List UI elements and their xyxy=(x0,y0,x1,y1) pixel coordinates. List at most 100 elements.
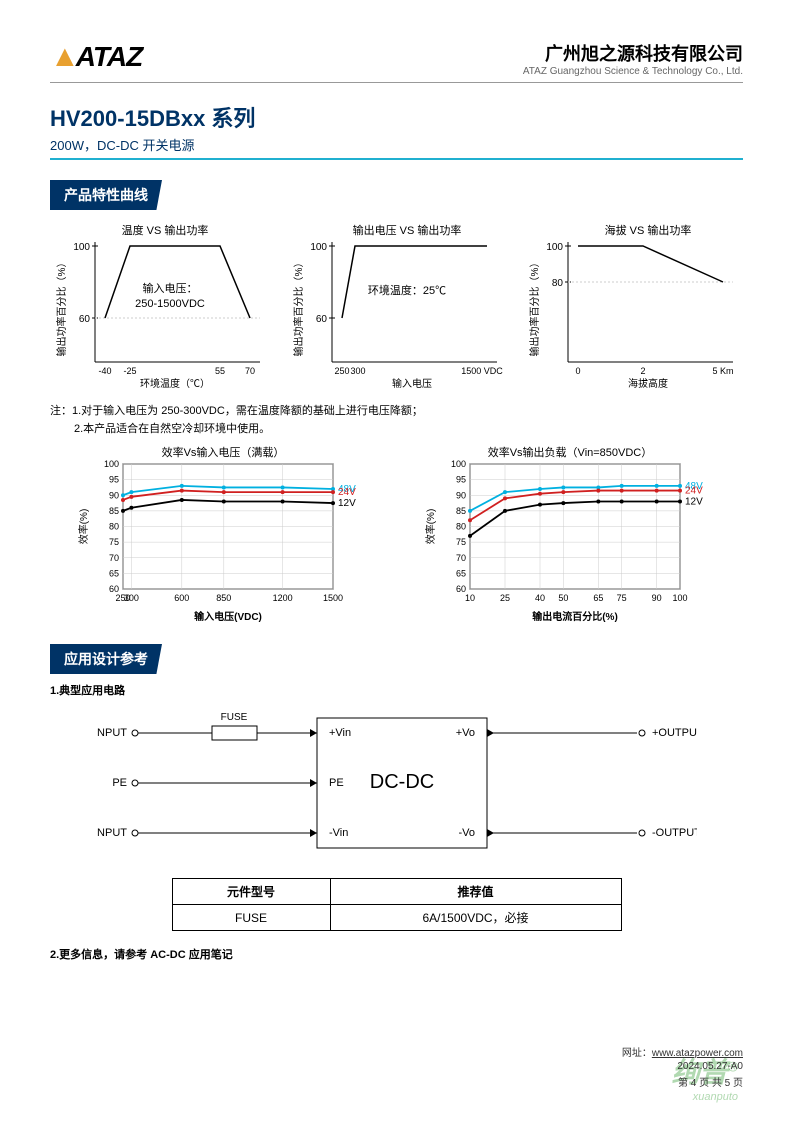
company-name-cn: 广州旭之源科技有限公司 xyxy=(523,40,743,66)
svg-text:75: 75 xyxy=(456,537,466,547)
table-header-1: 元件型号 xyxy=(172,879,330,905)
chart-voltage-vs-power: 输出电压 VS 输出功率 100 60 250 300 1500 VDC 输入电… xyxy=(287,222,507,392)
chart1-ylabel: 输出功率百分比（%） xyxy=(55,258,68,357)
svg-text:65: 65 xyxy=(593,593,603,603)
label-vo-pos: +Vo xyxy=(455,727,474,739)
chart1-xtick: -40 xyxy=(98,366,111,376)
svg-text:50: 50 xyxy=(558,593,568,603)
svg-text:75: 75 xyxy=(616,593,626,603)
svg-text:65: 65 xyxy=(109,568,119,578)
chart3-xtick: 2 xyxy=(640,366,645,376)
label-output-pos: +OUTPUT xyxy=(652,727,697,739)
chart2-xlabel: 输入电压 xyxy=(392,377,432,390)
svg-text:10: 10 xyxy=(465,593,475,603)
footer-url-label: 网址： xyxy=(622,1048,652,1059)
svg-text:效率Vs输出负载（Vin=850VDC）: 效率Vs输出负载（Vin=850VDC） xyxy=(487,445,652,459)
chart3-ylabel: 输出功率百分比（%） xyxy=(528,258,541,357)
chart2-xtick: 250 xyxy=(334,366,349,376)
chart2-xtick: 300 xyxy=(350,366,365,376)
chart1-xtick: -25 xyxy=(123,366,136,376)
circuit-title: 1.典型应用电路 xyxy=(50,682,743,698)
svg-text:12V: 12V xyxy=(338,498,356,509)
component-table: 元件型号推荐值 FUSE6A/1500VDC，必接 xyxy=(172,878,622,931)
circuit-diagram: +INPUT FUSE PE -INPUT +Vin PE -Vin DC-DC… xyxy=(50,708,743,863)
svg-text:100: 100 xyxy=(451,459,466,469)
chart1-xtick: 70 xyxy=(245,366,255,376)
svg-text:70: 70 xyxy=(109,553,119,563)
table-cell: FUSE xyxy=(172,905,330,931)
svg-text:24V: 24V xyxy=(685,486,703,497)
svg-text:85: 85 xyxy=(109,506,119,516)
spec-subtitle: 200W，DC-DC 开关电源 xyxy=(50,135,743,154)
svg-text:12V: 12V xyxy=(685,497,703,508)
svg-text:75: 75 xyxy=(109,537,119,547)
company-name-en: ATAZ Guangzhou Science & Technology Co.,… xyxy=(523,66,743,77)
chart3-xlabel: 海拔高度 xyxy=(628,377,668,390)
chart2-ytick: 60 xyxy=(315,314,327,325)
svg-text:1500: 1500 xyxy=(323,593,343,603)
svg-text:40: 40 xyxy=(535,593,545,603)
svg-text:600: 600 xyxy=(175,593,190,603)
svg-text:95: 95 xyxy=(109,475,119,485)
chart1-xlabel: 环境温度（℃） xyxy=(140,377,210,390)
chart1-ytick-60: 60 xyxy=(79,314,91,325)
logo: ▲ ATAZ xyxy=(50,40,142,74)
chart3-xtick: 5 Km xyxy=(712,366,733,376)
svg-text:65: 65 xyxy=(456,568,466,578)
chart3-ytick: 100 xyxy=(546,242,563,253)
svg-text:90: 90 xyxy=(651,593,661,603)
chart3-xtick: 0 xyxy=(575,366,580,376)
note-1: 1.对于输入电压为 250-300VDC，需在温度降额的基础上进行电压降额； xyxy=(72,405,423,417)
chart2-title: 输出电压 VS 输出功率 xyxy=(352,223,461,237)
chart3-line xyxy=(578,246,723,282)
table-header-2: 推荐值 xyxy=(330,879,621,905)
chart2-xtick: 1500 VDC xyxy=(461,366,503,376)
svg-text:850: 850 xyxy=(217,593,232,603)
svg-text:效率Vs输入电压（满载）: 效率Vs输入电压（满载） xyxy=(162,445,285,459)
svg-text:效率(%): 效率(%) xyxy=(424,509,437,545)
svg-text:输出电流百分比(%): 输出电流百分比(%) xyxy=(532,610,618,623)
svg-text:100: 100 xyxy=(672,593,687,603)
watermark-sub: xuanputo xyxy=(693,1091,738,1103)
footer-url: www.atazpower.com xyxy=(652,1048,743,1059)
svg-text:输入电压(VDC): 输入电压(VDC) xyxy=(194,610,262,623)
chart2-ylabel: 输出功率百分比（%） xyxy=(292,258,305,357)
derating-notes: 注：1.对于输入电压为 250-300VDC，需在温度降额的基础上进行电压降额；… xyxy=(50,402,743,436)
label-input-neg: -INPUT xyxy=(97,827,127,839)
note-2: 2.本产品适合在自然空冷却环境中使用。 xyxy=(74,423,270,435)
logo-mark-icon: ▲ xyxy=(50,40,79,74)
chart1-note1: 输入电压： xyxy=(143,281,198,295)
svg-text:70: 70 xyxy=(456,553,466,563)
chart2-note: 环境温度：25℃ xyxy=(367,283,445,297)
svg-text:24V: 24V xyxy=(338,487,356,498)
more-info-note: 2.更多信息，请参考 AC-DC 应用笔记 xyxy=(50,946,743,962)
section-header-curves: 产品特性曲线 xyxy=(50,180,162,210)
model-title: HV200-15DBxx 系列 xyxy=(50,101,743,133)
svg-text:90: 90 xyxy=(109,490,119,500)
label-pe: PE xyxy=(112,777,127,789)
logo-text: ATAZ xyxy=(76,41,143,73)
chart2-line xyxy=(342,246,487,318)
label-input-pos: +INPUT xyxy=(97,727,127,739)
svg-text:效率(%): 效率(%) xyxy=(77,509,90,545)
svg-text:25: 25 xyxy=(500,593,510,603)
table-cell: 6A/1500VDC，必接 xyxy=(330,905,621,931)
label-pe-in: PE xyxy=(329,777,344,789)
chart-efficiency-vs-vin: 效率Vs输入电压（满载）6065707580859095100250300600… xyxy=(73,444,373,624)
company-block: 广州旭之源科技有限公司 ATAZ Guangzhou Science & Tec… xyxy=(523,40,743,77)
block-label: DC-DC xyxy=(369,771,433,793)
svg-text:85: 85 xyxy=(456,506,466,516)
title-section: HV200-15DBxx 系列 200W，DC-DC 开关电源 xyxy=(50,101,743,160)
chart3-ytick: 80 xyxy=(552,278,564,289)
svg-text:90: 90 xyxy=(456,490,466,500)
chart2-ytick: 100 xyxy=(310,242,327,253)
label-vin-pos: +Vin xyxy=(329,727,351,739)
note-prefix: 注： xyxy=(50,405,72,417)
svg-text:100: 100 xyxy=(104,459,119,469)
label-vo-neg: -Vo xyxy=(458,827,475,839)
chart3-title: 海拔 VS 输出功率 xyxy=(605,223,692,237)
page-footer: 网址：www.atazpower.com 2024.05.27-A0 第 4 页… xyxy=(622,1042,743,1091)
label-vin-neg: -Vin xyxy=(329,827,348,839)
footer-date: 2024.05.27-A0 xyxy=(622,1061,743,1072)
chart-efficiency-vs-load: 效率Vs输出负载（Vin=850VDC）60657075808590951001… xyxy=(420,444,720,624)
